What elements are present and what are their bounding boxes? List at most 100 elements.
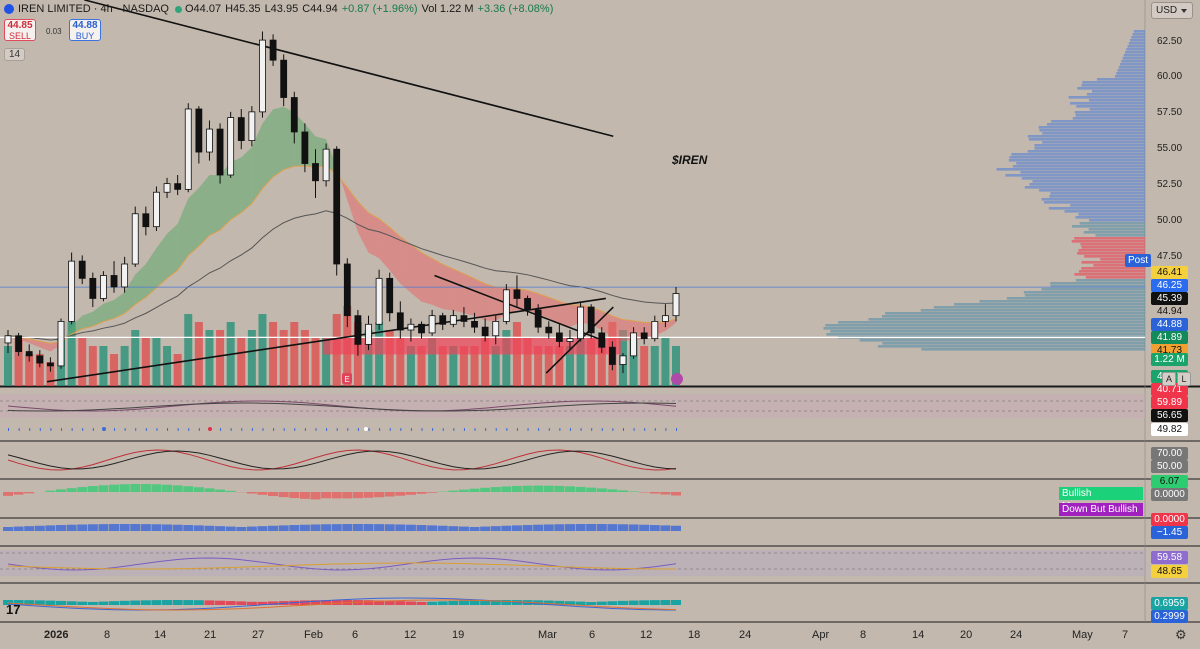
candle-body bbox=[281, 60, 287, 97]
profile-row bbox=[1009, 156, 1145, 159]
profile-row bbox=[1041, 288, 1145, 291]
macd-bar bbox=[120, 601, 130, 605]
price-tag: 44.88 bbox=[1151, 318, 1188, 331]
candle-body bbox=[503, 290, 509, 322]
momentum-bar bbox=[586, 488, 596, 492]
profile-row bbox=[1005, 174, 1145, 177]
candle-body bbox=[366, 324, 372, 344]
currency-selector[interactable]: USD bbox=[1151, 2, 1193, 19]
signal-dot bbox=[369, 428, 370, 431]
macd-bar bbox=[618, 601, 628, 605]
profile-row bbox=[997, 168, 1145, 171]
signal-dot bbox=[146, 428, 147, 431]
candle bbox=[100, 271, 106, 301]
candle-body bbox=[472, 321, 478, 327]
candle bbox=[270, 34, 276, 66]
profile-row bbox=[1134, 30, 1145, 33]
momentum-bar bbox=[194, 487, 204, 492]
profile-row bbox=[1050, 192, 1145, 195]
sell-label: SELL bbox=[9, 31, 31, 41]
volume-profile bbox=[823, 30, 1145, 351]
profile-row bbox=[1032, 180, 1145, 183]
candle-body bbox=[164, 184, 170, 193]
signal-dot bbox=[61, 428, 62, 431]
candle-body bbox=[450, 316, 456, 325]
buy-button[interactable]: 44.88 BUY bbox=[69, 19, 101, 41]
volume-bar bbox=[301, 330, 309, 386]
volume-bar bbox=[110, 354, 118, 386]
profile-row bbox=[830, 330, 1145, 333]
momentum-bar bbox=[629, 491, 639, 492]
momentum-bar bbox=[310, 492, 320, 499]
macd-bar bbox=[650, 600, 660, 605]
signal-dot bbox=[262, 428, 263, 431]
signal-dot bbox=[337, 428, 338, 431]
profile-row bbox=[1076, 216, 1145, 219]
symbol-title[interactable]: IREN LIMITED · 4h · NASDAQ bbox=[18, 3, 169, 15]
signal-dot bbox=[8, 428, 9, 431]
profile-row bbox=[1073, 117, 1145, 120]
candle bbox=[503, 284, 509, 324]
volume-bar bbox=[237, 338, 245, 386]
candle bbox=[185, 103, 191, 192]
candle-body bbox=[578, 307, 584, 339]
macd-bar bbox=[183, 600, 193, 605]
momentum-bar bbox=[226, 491, 236, 492]
momentum-bar bbox=[88, 486, 98, 492]
candle-body bbox=[175, 184, 181, 190]
macd-bar bbox=[597, 602, 607, 605]
histogram-bar bbox=[24, 526, 34, 531]
candle bbox=[122, 257, 128, 293]
candle-body bbox=[556, 333, 562, 342]
settings-gear-icon[interactable]: ⚙ bbox=[1175, 627, 1187, 643]
momentum-bar bbox=[183, 486, 193, 492]
histogram-bar bbox=[417, 525, 427, 531]
signal-dot bbox=[326, 428, 327, 431]
ma-cloud-segment bbox=[146, 248, 157, 297]
histogram-bar bbox=[130, 524, 140, 531]
time-axis-label: Feb bbox=[304, 629, 323, 641]
histogram-bar bbox=[332, 524, 342, 531]
histogram-bar bbox=[289, 525, 299, 531]
volume-bar bbox=[78, 338, 86, 386]
profile-row bbox=[1035, 147, 1145, 150]
indicator-value-tag: 0.2999 bbox=[1151, 610, 1188, 623]
indicator-length-badge[interactable]: 14 bbox=[4, 48, 25, 61]
close-value: C44.94 bbox=[302, 3, 337, 15]
volume-tag: 1.22 M bbox=[1151, 353, 1188, 366]
indicator-value-tag: 0.0000 bbox=[1151, 488, 1188, 501]
profile-row bbox=[1022, 177, 1145, 180]
auto-scale-button[interactable]: A bbox=[1162, 372, 1176, 386]
signal-dot bbox=[602, 428, 603, 431]
profile-row bbox=[825, 324, 1145, 327]
profile-row bbox=[1028, 135, 1145, 138]
indicator-value-tag: 0.0000 bbox=[1151, 513, 1188, 526]
profile-row bbox=[1120, 63, 1145, 66]
profile-row bbox=[1089, 99, 1145, 102]
candle-body bbox=[79, 261, 85, 278]
log-scale-button[interactable]: L bbox=[1177, 372, 1191, 386]
profile-row bbox=[1049, 195, 1145, 198]
macd-bar bbox=[56, 601, 66, 605]
momentum-bar bbox=[395, 492, 405, 496]
histogram-bar bbox=[247, 527, 257, 531]
sell-button[interactable]: 44.85 SELL bbox=[4, 19, 36, 41]
candle-body bbox=[482, 327, 488, 336]
signal-dot bbox=[347, 428, 348, 431]
ohlc-values: O44.07 H45.35 L43.95 C44.94 +0.87 (+1.96%) Vo… bbox=[185, 3, 557, 15]
macd-bar bbox=[607, 601, 617, 605]
candle-body bbox=[5, 336, 11, 343]
macd-bar bbox=[88, 602, 98, 605]
histogram-bar bbox=[671, 526, 681, 531]
macd-bar bbox=[130, 601, 140, 605]
signal-dot bbox=[40, 428, 41, 431]
candle-body bbox=[344, 264, 350, 316]
candle-body bbox=[323, 149, 329, 181]
indicator-value-tag: 56.65 bbox=[1151, 409, 1188, 422]
ma-cloud-segment bbox=[411, 245, 422, 302]
candle-body bbox=[641, 333, 647, 339]
momentum-bar bbox=[173, 485, 183, 492]
histogram-bar bbox=[395, 524, 405, 531]
change-value: +0.87 (+1.96%) bbox=[342, 3, 418, 15]
